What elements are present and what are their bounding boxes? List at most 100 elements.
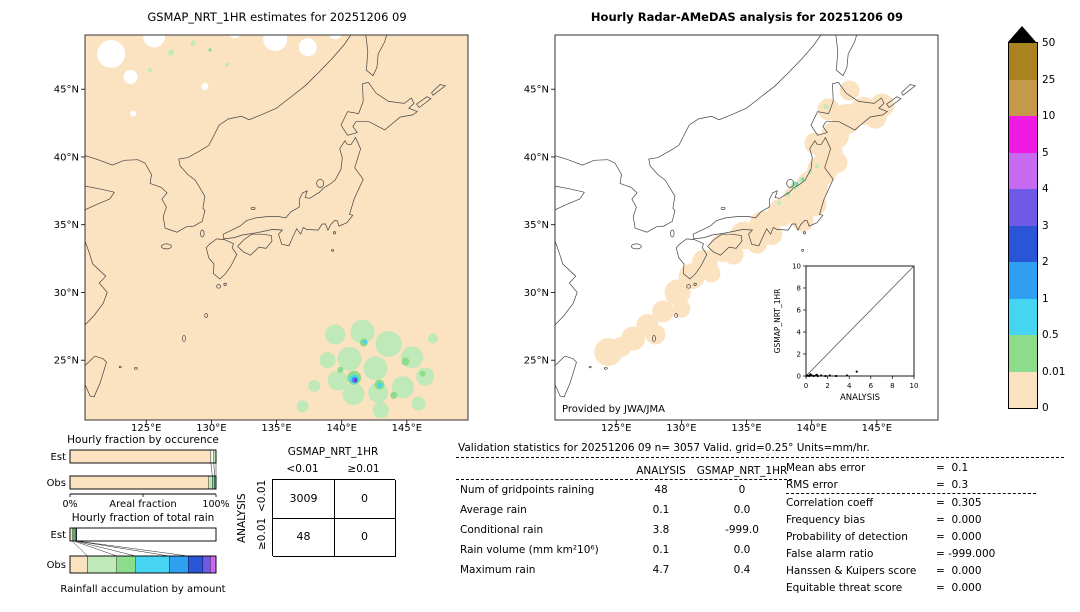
scatter-point — [809, 373, 812, 376]
lat-tick-label: 35°N — [524, 220, 549, 231]
score-value: = 0.000 — [936, 581, 982, 594]
validation-gsmap-value: 0.0 — [733, 544, 751, 556]
lon-tick-label: 125°E — [601, 423, 631, 434]
colorbar-cell-5 — [1009, 225, 1037, 262]
scatter-point — [845, 374, 849, 377]
colorbar-tick-label: 0 — [1042, 402, 1049, 414]
score-label: RMS error — [786, 478, 838, 491]
contingency-table: GSMAP_NRT_1HR <0.01 ≥0.01 ANALYSIS <0.01 ≥0.0… — [232, 446, 404, 576]
score-value: = 0.000 — [936, 564, 982, 577]
scatter-point — [824, 374, 827, 378]
validation-gsmap-value: 0 — [738, 484, 746, 496]
contingency-col-group-header: GSMAP_NRT_1HR — [287, 446, 379, 458]
lon-tick-label: 140°E — [326, 423, 356, 434]
score-value: = 0.000 — [936, 513, 982, 526]
colorbar-cell-8 — [1009, 335, 1037, 372]
lon-tick-label: 145°E — [862, 423, 892, 434]
precip-colorbar: 50 25 10 5 4 3 2 1 0.5 0.01 0 — [1008, 26, 1078, 426]
score-label: Hanssen & Kuipers score — [786, 564, 917, 577]
score-label: False alarm ratio — [786, 547, 874, 560]
validation-title: Validation statistics for 20251206 09 n=… — [458, 442, 870, 454]
colorbar-tick-label: 2 — [1042, 256, 1049, 268]
bar-row-label: Obs — [47, 560, 66, 571]
lat-tick-label: 30°N — [524, 288, 549, 299]
validation-row-label: Num of gridpoints raining — [460, 484, 595, 496]
scatter-point — [808, 374, 811, 378]
diagonal-reference-line — [805, 265, 915, 377]
score-row: Correlation coeff = 0.305 — [786, 494, 1036, 511]
contingency-row-label: ≥0.01 — [256, 517, 268, 550]
score-row: False alarm ratio = -999.000 — [786, 545, 1036, 562]
colorbar-cell-2 — [1009, 116, 1037, 153]
inset-x-tick: 6 — [869, 382, 874, 390]
colorbar-cell-6 — [1009, 262, 1037, 299]
inset-x-tick: 10 — [910, 382, 919, 390]
lon-tick-label: 135°E — [731, 423, 761, 434]
occurrence-chart-title: Hourly fraction by occurence — [67, 434, 219, 446]
scatter-point — [815, 373, 818, 376]
score-label: Mean abs error — [786, 461, 866, 474]
colorbar-tick-label: 3 — [1042, 219, 1049, 232]
colorbar-tick-label: 50 — [1042, 37, 1056, 49]
score-row: Probability of detection = 0.000 — [786, 528, 1036, 545]
validation-header-row: ANALYSIS GSMAP_NRT_1HR — [456, 462, 792, 480]
validation-analysis-value: 0.1 — [652, 544, 670, 556]
validation-row: Conditional rain 3.8 -999.0 — [456, 520, 792, 540]
scatter-point — [820, 374, 823, 377]
score-row: Mean abs error = 0.1 — [786, 459, 1036, 476]
occurrence-chart-canvas: Est Obs 0% 100% Areal fraction — [47, 449, 230, 510]
colorbar-tick-label: 4 — [1042, 183, 1049, 195]
inset-x-tick: 4 — [847, 382, 852, 390]
validation-stats-panel: Validation statistics for 20251206 09 n=… — [456, 442, 1072, 608]
left-map-title: GSMAP_NRT_1HR estimates for 20251206 09 — [147, 10, 407, 24]
score-value: = 0.1 — [936, 461, 969, 474]
colorbar-tick-label: 0.5 — [1042, 329, 1059, 341]
validation-gsmap-value: 0.4 — [733, 564, 751, 576]
radar-amedas-analysis-map: 45°N 40°N 35°N 30°N 25°N 125°E 130°E 135°E 140°E… — [524, 34, 939, 434]
contingency-row-label: <0.01 — [256, 479, 268, 512]
inset-x-tick: 0 — [804, 382, 808, 390]
lat-tick-label: 40°N — [524, 152, 549, 163]
lon-tick-label: 140°E — [796, 423, 826, 434]
lat-tick-label: 25°N — [54, 356, 79, 367]
colorbar-cell-1 — [1009, 79, 1037, 116]
scatter-point — [812, 374, 815, 378]
score-label: Correlation coeff — [786, 496, 874, 509]
map-axis-labels: 45°N 40°N 35°N 30°N 25°N 125°E 130°E 135°E 140°E… — [54, 85, 422, 434]
score-value: = -999.000 — [936, 547, 996, 560]
validation-analysis-value: 4.7 — [652, 564, 670, 576]
validation-table: ANALYSIS GSMAP_NRT_1HR Num of gridpoints r… — [456, 462, 792, 580]
lon-tick-label: 135°E — [261, 423, 291, 434]
validation-row-label: Conditional rain — [460, 524, 544, 536]
lon-tick-label: 125°E — [131, 423, 161, 434]
totalrain-chart-title: Hourly fraction of total rain — [71, 512, 215, 524]
totalrain-fraction-chart: Hourly fraction of total rain Est Obs Rain… — [40, 512, 276, 602]
contingency-grid: 3009 0 48 0 — [272, 479, 396, 557]
lat-tick-label: 35°N — [54, 220, 79, 231]
scatter-inset: 00 2 2 4 4 6 6 8 8 10 10 ANALYSIS GSMAP_NRT_1HR — [760, 254, 930, 416]
axis-caption: Rainfall accumulation by amount — [60, 584, 225, 595]
divider — [456, 457, 1064, 458]
precip-shading — [97, 35, 438, 419]
coastlines — [555, 35, 917, 398]
validation-gsmap-value: 0.0 — [733, 504, 751, 516]
colorbar-cells — [1008, 42, 1038, 409]
score-label: Probability of detection — [786, 530, 908, 543]
colorbar-tick-label: 0.01 — [1042, 365, 1066, 378]
colorbar-tick-label: 25 — [1042, 73, 1056, 86]
validation-row-label: Rain volume (mm km²10⁶) — [460, 544, 599, 556]
score-row: Hanssen & Kuipers score = 0.000 — [786, 562, 1036, 579]
score-row: Equitable threat score = 0.000 — [786, 579, 1036, 596]
contingency-cell: 0 — [334, 480, 396, 519]
colorbar-overflow-triangle — [1008, 26, 1036, 42]
lat-tick-label: 30°N — [54, 288, 79, 299]
inset-y-tick: 2 — [797, 351, 801, 359]
score-row: RMS error = 0.3 — [786, 476, 1036, 494]
inset-y-tick: 10 — [792, 263, 801, 271]
colorbar-cell-0 — [1009, 43, 1037, 80]
colorbar-cell-3 — [1009, 152, 1037, 189]
validation-row: Rain volume (mm km²10⁶) 0.1 0.0 — [456, 540, 792, 560]
scatter-point — [835, 374, 838, 378]
lat-tick-label: 25°N — [524, 356, 549, 367]
validation-row-label: Maximum rain — [460, 564, 536, 576]
